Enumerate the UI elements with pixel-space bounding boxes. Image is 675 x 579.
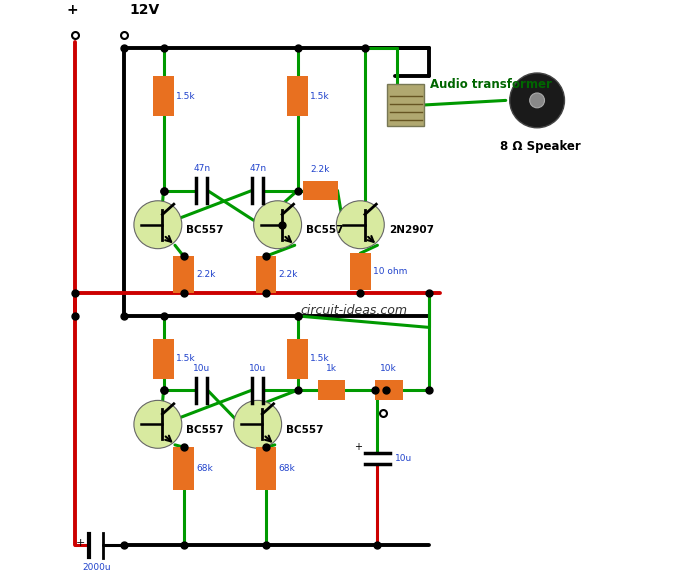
Bar xyxy=(375,380,402,400)
Text: BC557: BC557 xyxy=(186,225,224,236)
Circle shape xyxy=(254,201,302,248)
Text: 8 Ω Speaker: 8 Ω Speaker xyxy=(500,140,580,153)
Bar xyxy=(387,83,425,126)
Bar xyxy=(256,256,277,293)
Text: 1k: 1k xyxy=(326,364,338,373)
Text: 2.2k: 2.2k xyxy=(196,270,215,279)
Text: 47n: 47n xyxy=(193,164,211,173)
Circle shape xyxy=(134,201,182,248)
Bar xyxy=(173,447,194,490)
Text: 10u: 10u xyxy=(249,364,266,373)
Bar xyxy=(318,380,346,400)
Text: 10u: 10u xyxy=(394,454,412,463)
Text: 10k: 10k xyxy=(381,364,397,373)
Bar xyxy=(256,447,277,490)
Text: +: + xyxy=(67,2,78,17)
Text: 47n: 47n xyxy=(249,164,266,173)
Text: 68k: 68k xyxy=(196,464,213,473)
Circle shape xyxy=(336,201,384,248)
Text: circuit-ideas.com: circuit-ideas.com xyxy=(300,304,408,317)
Bar xyxy=(350,253,371,290)
Text: 68k: 68k xyxy=(279,464,296,473)
Text: BC557: BC557 xyxy=(306,225,344,236)
Bar xyxy=(153,76,174,116)
Bar xyxy=(288,339,308,379)
Text: 2N2907: 2N2907 xyxy=(389,225,434,236)
Text: BC557: BC557 xyxy=(186,425,224,435)
Text: BC557: BC557 xyxy=(286,425,324,435)
Bar xyxy=(303,181,338,200)
Text: 1.5k: 1.5k xyxy=(310,354,330,363)
Text: 10 ohm: 10 ohm xyxy=(373,267,407,276)
Text: Audio transformer: Audio transformer xyxy=(430,79,551,91)
Bar xyxy=(153,339,174,379)
Text: +: + xyxy=(354,442,362,452)
Circle shape xyxy=(234,400,281,448)
Text: 1.5k: 1.5k xyxy=(176,92,196,101)
Circle shape xyxy=(510,73,564,128)
Bar xyxy=(173,256,194,293)
Circle shape xyxy=(134,400,182,448)
Text: 1.5k: 1.5k xyxy=(310,92,330,101)
Text: 12V: 12V xyxy=(130,2,159,17)
Bar xyxy=(288,76,308,116)
Text: 2.2k: 2.2k xyxy=(310,165,330,174)
Text: 1.5k: 1.5k xyxy=(176,354,196,363)
Text: +: + xyxy=(76,538,86,548)
Circle shape xyxy=(530,93,545,108)
Text: 2.2k: 2.2k xyxy=(279,270,298,279)
Text: 2000u: 2000u xyxy=(82,563,111,573)
Text: 10u: 10u xyxy=(193,364,211,373)
